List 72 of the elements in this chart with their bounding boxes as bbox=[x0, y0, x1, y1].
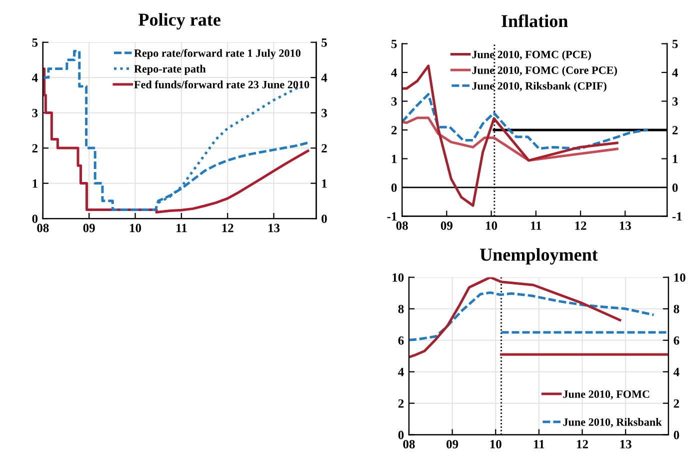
x-tick-label: 13 bbox=[268, 224, 280, 232]
y2-tick-label: 3 bbox=[672, 97, 678, 106]
y2-tick-label: 4 bbox=[674, 368, 680, 376]
y-tick-label: 0 bbox=[391, 183, 397, 192]
x-tick-label: 09 bbox=[446, 440, 458, 448]
chart-title: Policy rate bbox=[138, 13, 220, 30]
x-tick-label: 11 bbox=[176, 224, 187, 232]
y-tick-label: 2 bbox=[398, 399, 404, 408]
chart-title: Unemployment bbox=[480, 248, 598, 265]
x-tick-label: 12 bbox=[575, 221, 586, 230]
y2-tick-label: 2 bbox=[322, 144, 327, 152]
legend-label: Repo rate/forward rate 1 July 2010 bbox=[134, 48, 300, 60]
x-tick-label: 11 bbox=[531, 221, 542, 230]
x-tick-label: 08 bbox=[396, 221, 408, 230]
y-tick-label: 5 bbox=[391, 40, 397, 48]
y-tick-label: 2 bbox=[391, 126, 397, 134]
y2-tick-label: 5 bbox=[672, 40, 678, 48]
y-tick-label: 3 bbox=[391, 97, 397, 106]
y-tick-label: 5 bbox=[32, 38, 38, 47]
x-tick-label: 12 bbox=[222, 224, 234, 232]
y-tick-label: 1 bbox=[32, 179, 38, 188]
y-tick-label: 4 bbox=[32, 74, 38, 82]
y2-tick-label: 10 bbox=[674, 273, 686, 282]
y-tick-label: 2 bbox=[32, 144, 38, 152]
x-tick-label: 13 bbox=[620, 221, 631, 230]
y-tick-label: 4 bbox=[398, 368, 404, 376]
y2-tick-label: 8 bbox=[674, 304, 680, 314]
line-series bbox=[408, 291, 655, 342]
y-tick-label: 8 bbox=[398, 304, 404, 314]
y2-tick-label: 2 bbox=[674, 399, 680, 408]
x-tick-label: 10 bbox=[486, 221, 498, 230]
x-tick-label: 08 bbox=[37, 224, 49, 232]
legend-label: June 2010, Riksbank (CPIF) bbox=[472, 82, 606, 92]
y-tick-label: 10 bbox=[392, 273, 404, 282]
y2-tick-label: 1 bbox=[672, 154, 678, 164]
y-tick-label: -1 bbox=[387, 212, 397, 221]
y2-tick-label: 4 bbox=[672, 68, 678, 77]
y-tick-label: 6 bbox=[398, 336, 404, 345]
x-tick-label: 08 bbox=[403, 440, 415, 448]
x-tick-label: 13 bbox=[620, 440, 632, 448]
x-tick-label: 10 bbox=[490, 440, 502, 448]
y2-tick-label: 6 bbox=[674, 336, 680, 345]
legend-label: June 2010, Riksbank bbox=[563, 418, 662, 428]
y-tick-label: 4 bbox=[391, 68, 397, 77]
line-series bbox=[408, 277, 622, 358]
line-series bbox=[402, 116, 618, 162]
y2-tick-label: 4 bbox=[321, 74, 328, 82]
line-series bbox=[402, 64, 618, 207]
y2-tick-label: 3 bbox=[322, 108, 327, 118]
x-tick-label: 09 bbox=[83, 224, 95, 232]
x-tick-label: 12 bbox=[577, 440, 588, 448]
y-tick-label: 0 bbox=[398, 430, 404, 440]
x-tick-label: 10 bbox=[130, 224, 142, 232]
x-tick-label: 09 bbox=[440, 221, 452, 230]
y-tick-label: 1 bbox=[392, 154, 397, 164]
line-series bbox=[402, 93, 650, 150]
y-tick-label: 3 bbox=[32, 108, 38, 118]
y-tick-label: 0 bbox=[32, 214, 38, 224]
y2-tick-label: 0 bbox=[322, 214, 327, 224]
legend-label: June 2010, FOMC bbox=[563, 390, 650, 400]
y2-tick-label: 1 bbox=[322, 179, 327, 188]
legend-label: Fed funds/forward rate 23 June 2010 bbox=[134, 80, 310, 88]
y2-tick-label: -1 bbox=[672, 212, 682, 221]
x-tick-label: 11 bbox=[534, 440, 544, 448]
legend-label: June 2010, FOMC (Core PCE) bbox=[472, 66, 617, 76]
y2-tick-label: 2 bbox=[672, 126, 678, 134]
y2-tick-label: 0 bbox=[674, 430, 680, 440]
legend-label: June 2010, FOMC (PCE) bbox=[472, 50, 591, 61]
chart-title: Inflation bbox=[502, 14, 568, 28]
y2-tick-label: 0 bbox=[672, 183, 678, 192]
y2-tick-label: 5 bbox=[322, 38, 327, 47]
legend-label: Repo-rate path bbox=[134, 64, 206, 75]
